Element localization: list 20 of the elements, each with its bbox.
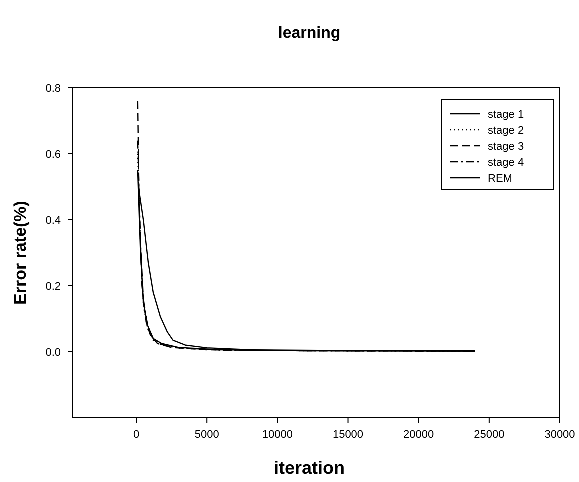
y-tick-label: 0.0 (46, 347, 61, 359)
x-tick-label: 15000 (332, 429, 364, 441)
x-tick-label: 25000 (474, 429, 505, 441)
chart-title: learning (278, 25, 341, 42)
legend-label: stage 1 (488, 109, 524, 121)
x-tick-label: 5000 (194, 429, 220, 441)
x-tick-label: 30000 (544, 429, 576, 441)
x-axis-title: iteration (274, 458, 346, 478)
legend-label: stage 3 (488, 141, 524, 153)
y-axis-title: Error rate(%) (11, 201, 30, 305)
legend-label: stage 2 (488, 125, 524, 137)
y-tick-label: 0.8 (46, 83, 61, 95)
x-tick-label: 20000 (404, 429, 434, 441)
legend-label: stage 4 (488, 157, 524, 169)
y-tick-label: 0.6 (46, 149, 61, 161)
y-tick-label: 0.2 (46, 281, 61, 293)
x-tick-label: 0 (133, 429, 140, 441)
x-tick-label: 10000 (262, 429, 293, 441)
y-tick-label: 0.4 (46, 215, 61, 227)
legend-label: REM (488, 173, 512, 185)
